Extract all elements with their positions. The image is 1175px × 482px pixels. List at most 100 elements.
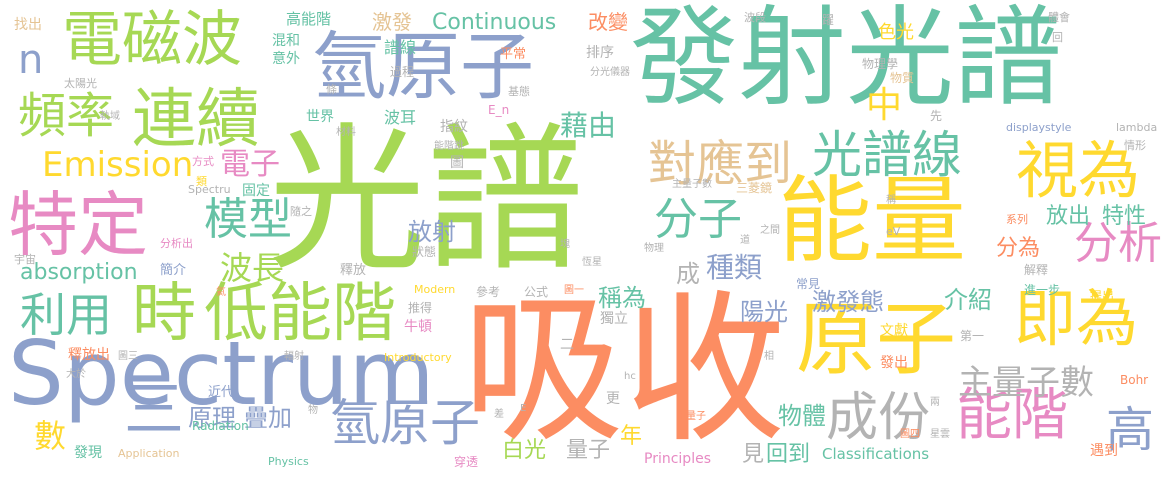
word-wuzhi: 物質 <box>890 71 915 85</box>
word-jifa: 激發 <box>372 10 412 34</box>
word-tusi: 圖四 <box>900 429 920 440</box>
word-gongshi: 公式 <box>524 285 549 299</box>
word-shu: 數 <box>34 417 67 455</box>
word-fashe: 放射 <box>408 218 456 246</box>
word-fushe: 輻射 <box>284 351 304 362</box>
word-fasheng: 發出 <box>880 355 908 371</box>
word-chuantou: 穿透 <box>454 455 479 469</box>
word-tuyi: 圖一 <box>564 285 584 296</box>
word-tusan: 圖三 <box>118 351 138 362</box>
word-classifications: Classifications <box>822 445 930 463</box>
word-faxian: 發現 <box>74 445 102 461</box>
word-yuanli: 原理 <box>188 404 236 432</box>
word-physics: Physics <box>268 455 309 468</box>
word-jieyou: 藉由 <box>560 109 617 142</box>
word-gaibian: 改變 <box>588 10 628 34</box>
word-dao: 道 <box>740 235 750 246</box>
word-niudun: 牛頓 <box>404 319 432 335</box>
word-duiyingdao: 對應到 <box>648 136 793 192</box>
word-pinlv: 頻率 <box>18 88 115 144</box>
word-tihui: 體會 <box>1048 11 1070 24</box>
word-yiwai: 意外 <box>272 51 300 67</box>
word-hui: 回 <box>1052 31 1063 44</box>
word-cheng: 成 <box>676 260 700 288</box>
word-zhiwen: 指紋 <box>440 119 468 135</box>
word-taiyangguang: 太陽光 <box>64 77 97 90</box>
word-lianxu: 連續 <box>132 83 260 157</box>
word-duli: 獨立 <box>600 311 628 327</box>
word-eV: eV <box>886 225 901 238</box>
word-fenxi: 分析 <box>1074 218 1162 269</box>
word-shi: 時 <box>132 277 196 351</box>
word-gen: 更 <box>606 391 620 407</box>
word-gudin: 固定 <box>242 183 270 199</box>
word-chengfen: 成份 <box>826 388 931 448</box>
word-gaonengjie: 高能階 <box>286 10 332 28</box>
word-dianci-bo: 電磁波 <box>62 5 242 75</box>
word-zhaochu: 找出 <box>14 17 42 33</box>
word-puxian: 譜線 <box>384 38 417 57</box>
word-boer: 波耳 <box>384 108 417 127</box>
word-application: Application <box>118 447 180 460</box>
word-jindai: 近代 <box>208 385 235 400</box>
word-hc: hc <box>624 371 636 382</box>
word-wenxian: 文獻 <box>880 323 908 339</box>
word-shifang: 釋放 <box>340 263 367 278</box>
word-liyong: 利用 <box>20 288 112 342</box>
word-spectru: Spectru <box>188 183 231 196</box>
word-modern: Modern <box>414 283 456 296</box>
word-suizhi: 隨之 <box>290 205 312 218</box>
word-wuli: 物理 <box>644 243 664 254</box>
word-nengliang: 能量 <box>778 167 967 276</box>
word-radiation: Radiation <box>192 419 249 433</box>
word-zhong: 中 <box>866 85 903 126</box>
word-boxhang: 波長 <box>220 249 285 287</box>
word-lambda: lambda <box>1116 121 1158 134</box>
word-xian: 先 <box>930 109 943 123</box>
word-zhijian: 之間 <box>760 225 780 236</box>
word-paixu: 排序 <box>586 45 614 61</box>
word-daiyu: 大於 <box>66 369 86 380</box>
word-yuedao: 遇到 <box>1090 443 1118 459</box>
word-yangguang: 陽光 <box>740 298 788 326</box>
word-tiao: 條 <box>326 83 337 96</box>
word-liangzi: 量子 <box>566 438 611 463</box>
word-hengxing: 恆星 <box>582 257 602 268</box>
word-xishou: 吸收 <box>462 277 786 465</box>
word-chengwei: 稱為 <box>598 284 646 312</box>
word-guangpu: 光譜 <box>268 109 584 293</box>
word-principles: Principles <box>644 451 711 467</box>
word-qing-yuanzi-bottom: 氫原子 <box>330 394 480 452</box>
word-texing: 特性 <box>1102 204 1147 229</box>
word-dianzi: 電子 <box>220 147 280 182</box>
word-shiwei: 視為 <box>1016 134 1141 207</box>
word-nengjie-tiao: 能階跳 <box>434 141 464 152</box>
word-er: 二 <box>560 337 574 353</box>
word-xiang: 相 <box>764 351 774 362</box>
word-jieshao: 介紹 <box>944 286 992 314</box>
word-introductory: Introductory <box>384 351 452 364</box>
word-fangshi: 方式 <box>192 155 214 168</box>
word-nengjie: 能階 <box>956 383 1068 448</box>
word-cailiao: 材料 <box>336 127 356 138</box>
word-zhuangtai: 狀態 <box>412 245 437 259</box>
word-E-n: E_n <box>488 103 510 117</box>
word-jiti: 基態 <box>508 85 530 98</box>
word-n: n <box>18 37 44 83</box>
word-dieja: 疊加 <box>244 404 292 432</box>
word-fangchu: 放出 <box>1046 204 1091 229</box>
word-cha: 差 <box>494 409 504 420</box>
word-qingxing: 情形 <box>1124 139 1146 152</box>
word-wuti: 物體 <box>778 402 826 430</box>
word-zhuliangzishu: 主量子數 <box>672 179 712 190</box>
word-shijie: 世界 <box>306 109 334 125</box>
word-xingyun: 星雲 <box>930 429 950 440</box>
word-sanlengjing: 三菱鏡 <box>736 181 773 195</box>
word-E: E <box>520 403 527 414</box>
word-hunhe: 混和 <box>272 33 300 49</box>
word-xilie: 系列 <box>1006 213 1028 226</box>
word-continuous: Continuous <box>432 10 557 35</box>
word-di-nengjie: 低能階 <box>204 277 396 351</box>
word-fashe-guangpu: 發射光譜 <box>630 0 1063 121</box>
